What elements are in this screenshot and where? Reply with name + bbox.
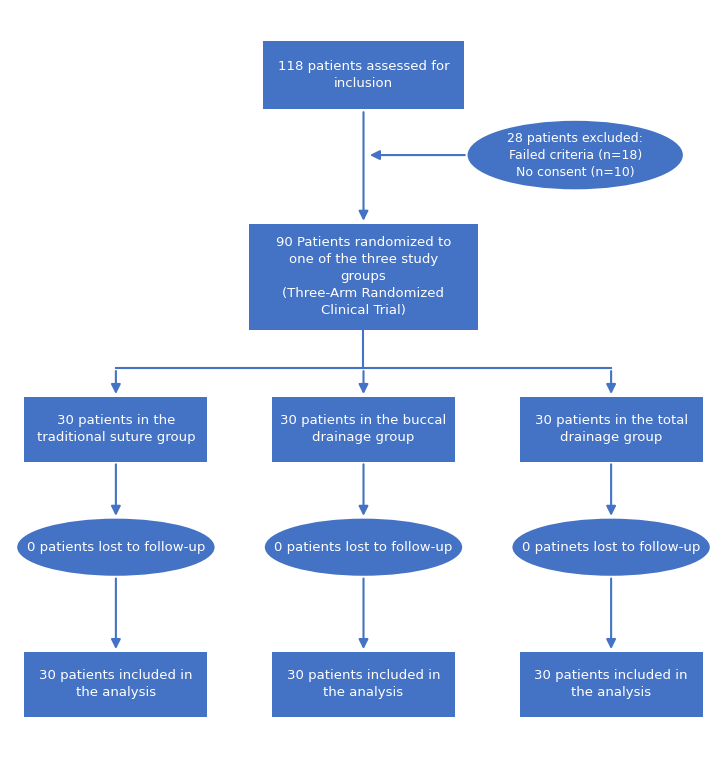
FancyBboxPatch shape	[263, 41, 464, 110]
Text: 30 patients included in
the analysis: 30 patients included in the analysis	[39, 670, 193, 700]
FancyBboxPatch shape	[25, 652, 207, 716]
Text: 28 patients excluded:
Failed criteria (n=18)
No consent (n=10): 28 patients excluded: Failed criteria (n…	[507, 132, 643, 179]
Text: 30 patients in the total
drainage group: 30 patients in the total drainage group	[534, 414, 688, 444]
Text: 90 Patients randomized to
one of the three study
groups
(Three-Arm Randomized
Cl: 90 Patients randomized to one of the thr…	[276, 236, 451, 318]
Ellipse shape	[17, 518, 214, 576]
FancyBboxPatch shape	[25, 397, 207, 462]
Text: 0 patinets lost to follow-up: 0 patinets lost to follow-up	[522, 541, 700, 554]
Text: 30 patients in the buccal
drainage group: 30 patients in the buccal drainage group	[281, 414, 446, 444]
Ellipse shape	[265, 518, 462, 576]
Text: 0 patients lost to follow-up: 0 patients lost to follow-up	[27, 541, 205, 554]
FancyBboxPatch shape	[272, 397, 455, 462]
FancyBboxPatch shape	[272, 652, 455, 716]
FancyBboxPatch shape	[520, 652, 702, 716]
Text: 0 patients lost to follow-up: 0 patients lost to follow-up	[274, 541, 453, 554]
Text: 30 patients included in
the analysis: 30 patients included in the analysis	[286, 670, 441, 700]
FancyBboxPatch shape	[249, 224, 478, 331]
Text: 30 patients included in
the analysis: 30 patients included in the analysis	[534, 670, 688, 700]
Ellipse shape	[513, 518, 710, 576]
Text: 30 patients in the
traditional suture group: 30 patients in the traditional suture gr…	[36, 414, 195, 444]
Ellipse shape	[467, 120, 683, 189]
Text: 118 patients assessed for
inclusion: 118 patients assessed for inclusion	[278, 60, 449, 90]
FancyBboxPatch shape	[520, 397, 702, 462]
